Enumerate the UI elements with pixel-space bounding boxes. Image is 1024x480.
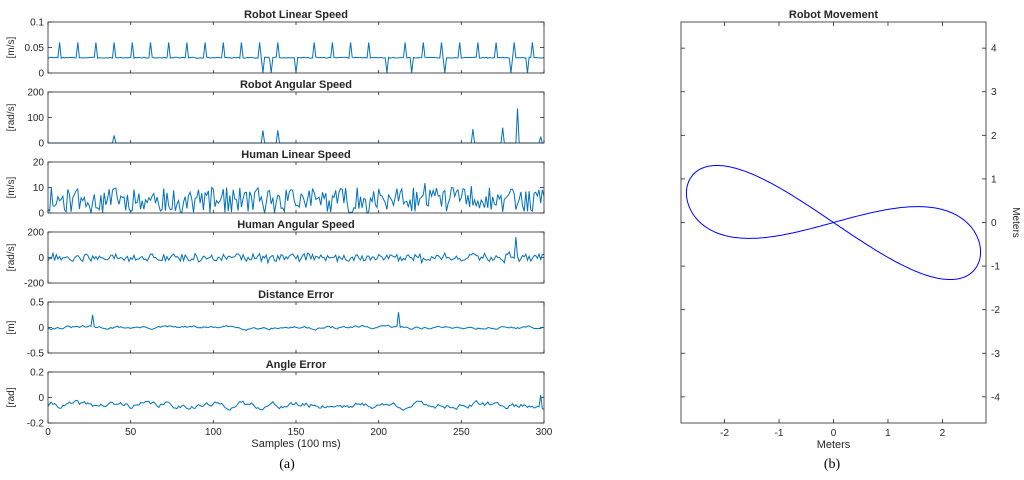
x-tick-label: 200 <box>370 427 387 438</box>
x-tick-label: 0 <box>831 428 837 439</box>
y-tick-label: 200 <box>27 228 44 239</box>
y-tick-label: 0 <box>38 253 44 264</box>
x-axis-label: Samples (100 ms) <box>251 438 340 450</box>
plot-frame <box>47 91 545 144</box>
y-axis-label: [rad/s] <box>6 103 17 131</box>
plot-frame <box>680 21 987 424</box>
y-tick-label: 1 <box>991 174 997 185</box>
panel-title: Distance Error <box>258 289 335 301</box>
panel-3: Human Linear Speed [m/s] 0 10 20 <box>6 149 545 220</box>
x-tick-label: 300 <box>536 427 553 438</box>
panel-2: Robot Angular Speed [rad/s] 0 100 200 <box>6 79 545 150</box>
x-tick-label: 1 <box>885 428 891 439</box>
x-tick-label: -2 <box>720 428 729 439</box>
y-tick-label: -3 <box>991 349 1000 360</box>
y-tick-label: -1 <box>991 262 1000 273</box>
y-tick-label: 0 <box>38 69 44 80</box>
time-series-panels: Robot Linear Speed [m/s] 0 0.05 0.1 Robot Ang… <box>6 9 553 450</box>
plot-frame <box>47 371 545 424</box>
panel-4: Human Angular Speed [rad/s] -200 0 200 <box>6 219 545 290</box>
y-tick-label: 0 <box>38 139 44 150</box>
y-axis-label: [rad/s] <box>6 243 17 271</box>
y-tick-label: 20 <box>33 158 45 169</box>
y-tick-label: 200 <box>27 88 44 99</box>
panel-title: Angle Error <box>266 359 327 371</box>
y-tick-label: 0 <box>991 218 997 229</box>
x-tick-label: 100 <box>205 427 222 438</box>
trajectory-line <box>685 165 982 280</box>
panel-5: Distance Error [m] -0.5 0 0.5 <box>6 289 545 360</box>
y-tick-label: -4 <box>991 392 1000 403</box>
y-axis-label: Meters <box>1010 207 1021 238</box>
x-tick-label: -1 <box>775 428 784 439</box>
panel-title: Human Angular Speed <box>237 219 355 231</box>
y-tick-label: 0.5 <box>30 298 44 309</box>
plot-frame <box>47 21 545 74</box>
y-tick-label: 0.05 <box>25 43 45 54</box>
x-tick-label: 150 <box>288 427 305 438</box>
series-line <box>47 394 545 411</box>
y-tick-label: 100 <box>27 113 44 124</box>
y-axis-label: [m] <box>6 320 17 334</box>
y-tick-label: -0.5 <box>27 349 45 360</box>
y-tick-label: -200 <box>24 279 44 290</box>
x-tick-label: 50 <box>125 427 137 438</box>
series-line <box>47 312 545 331</box>
series-line <box>48 108 544 144</box>
plot-frame <box>47 301 545 354</box>
y-axis-label: [m/s] <box>6 36 17 58</box>
panel-title: Robot Linear Speed <box>244 9 348 21</box>
panel-title: Robot Angular Speed <box>240 79 352 91</box>
y-tick-label: 0 <box>38 323 44 334</box>
x-tick-label: 250 <box>453 427 470 438</box>
y-tick-label: -2 <box>991 305 1000 316</box>
panel-title: Human Linear Speed <box>241 149 350 161</box>
x-tick-label: 0 <box>45 427 51 438</box>
y-tick-label: 0 <box>38 209 44 220</box>
y-tick-label: -0.2 <box>27 419 45 430</box>
series-line <box>47 237 544 265</box>
caption-a: (a) <box>279 457 295 472</box>
x-tick-label: 2 <box>940 428 946 439</box>
y-axis-label: [rad] <box>6 387 17 407</box>
y-tick-label: 2 <box>991 131 997 142</box>
y-tick-label: 0.1 <box>30 18 44 29</box>
robot-movement-panel: Robot Movement -2 -1 0 1 2 Meters -4 -3 -2 -1 0 1 2 3 4… <box>680 9 1021 451</box>
y-tick-label: 0 <box>38 393 44 404</box>
panel-6: Angle Error[rad]-0.200.20 50 100 150 200 250 3… <box>6 359 553 450</box>
caption-b: (b) <box>824 457 841 472</box>
panel-title: Robot Movement <box>789 9 879 21</box>
panel-1: Robot Linear Speed [m/s] 0 0.05 0.1 <box>6 9 545 80</box>
y-axis-label: [m/s] <box>6 176 17 198</box>
plot-frame <box>47 231 545 284</box>
y-tick-label: 3 <box>991 87 997 98</box>
y-tick-label: 4 <box>991 44 997 55</box>
series-line <box>47 42 545 74</box>
plot-frame <box>47 161 545 214</box>
series-line <box>47 182 545 214</box>
y-tick-label: 10 <box>33 183 45 194</box>
y-tick-label: 0.2 <box>30 368 44 379</box>
x-axis-label: Meters <box>817 439 851 451</box>
